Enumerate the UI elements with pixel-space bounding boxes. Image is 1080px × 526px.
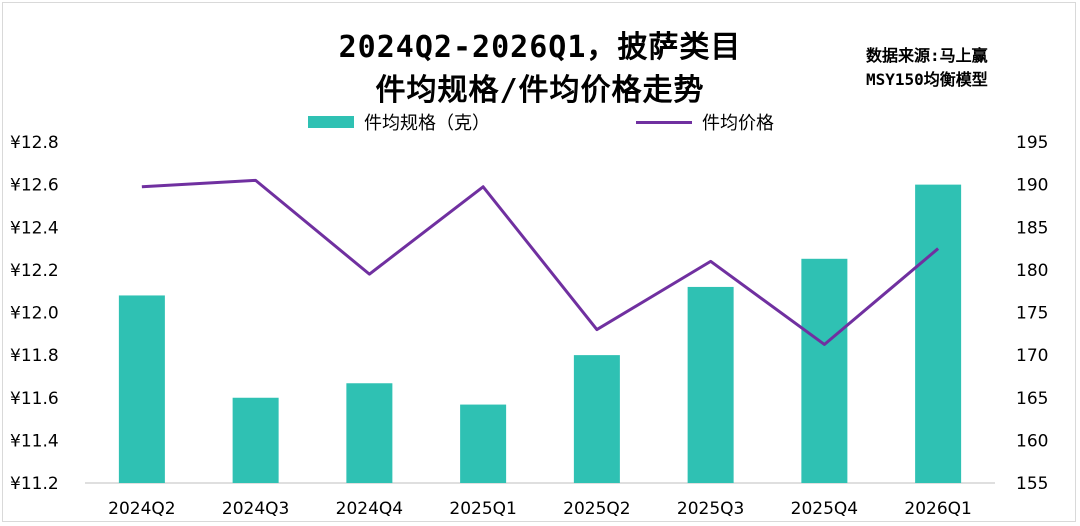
legend-item-line: 件均价格 [636,110,774,134]
left-axis-tick-label: ¥11.2 [10,474,59,494]
bar [687,286,734,483]
bar [573,355,620,483]
x-axis-tick-label: 2026Q1 [904,499,971,519]
legend-item-bar: 件均规格（克） [308,110,490,134]
x-axis-tick-label: 2025Q1 [449,499,516,519]
left-axis-tick-label: ¥12.0 [10,304,59,324]
chart-title-line1: 2024Q2-2026Q1，披萨类目 [338,30,742,65]
right-axis-tick-label: 190 [1016,176,1048,196]
left-axis-tick-label: ¥12.2 [10,261,59,281]
right-axis-tick-label: 155 [1016,474,1048,494]
right-axis-tick-label: 175 [1016,304,1048,324]
chart-title-line2: 件均规格/件均价格走势 [375,73,705,108]
legend-bar-swatch [308,116,354,128]
left-axis-tick-label: ¥12.4 [10,218,59,238]
bar [346,383,393,483]
bar [232,397,279,483]
bar [460,404,507,483]
left-axis-tick-label: ¥12.8 [10,133,59,153]
x-axis-tick-label: 2025Q4 [791,499,858,519]
x-axis-tick-label: 2024Q2 [108,499,175,519]
x-axis-tick-label: 2024Q3 [222,499,289,519]
bar [118,295,165,483]
right-axis-tick-label: 165 [1016,389,1048,409]
right-axis-tick-label: 185 [1016,218,1048,238]
left-axis-tick-label: ¥11.4 [10,431,59,451]
left-axis-tick-label: ¥12.6 [10,176,59,196]
legend-line-label: 件均价格 [702,113,774,134]
bar [801,258,848,483]
price-line [141,178,940,346]
left-axis-tick-label: ¥11.8 [10,346,59,366]
bar [915,184,962,483]
legend-line-swatch [636,120,692,124]
right-axis-tick-label: 170 [1016,346,1048,366]
right-axis-tick-label: 195 [1016,133,1048,153]
x-axis-tick-label: 2025Q3 [677,499,744,519]
right-axis-tick-label: 180 [1016,261,1048,281]
data-source-line1: 数据来源:马上赢 [866,46,988,65]
left-axis-tick-label: ¥11.6 [10,389,59,409]
x-axis-tick-label: 2024Q4 [336,499,403,519]
legend-bar-label: 件均规格（克） [364,113,490,134]
right-axis-tick-label: 160 [1016,431,1048,451]
data-source-line2: MSY150均衡模型 [866,70,988,89]
x-axis-tick-label: 2025Q2 [563,499,630,519]
